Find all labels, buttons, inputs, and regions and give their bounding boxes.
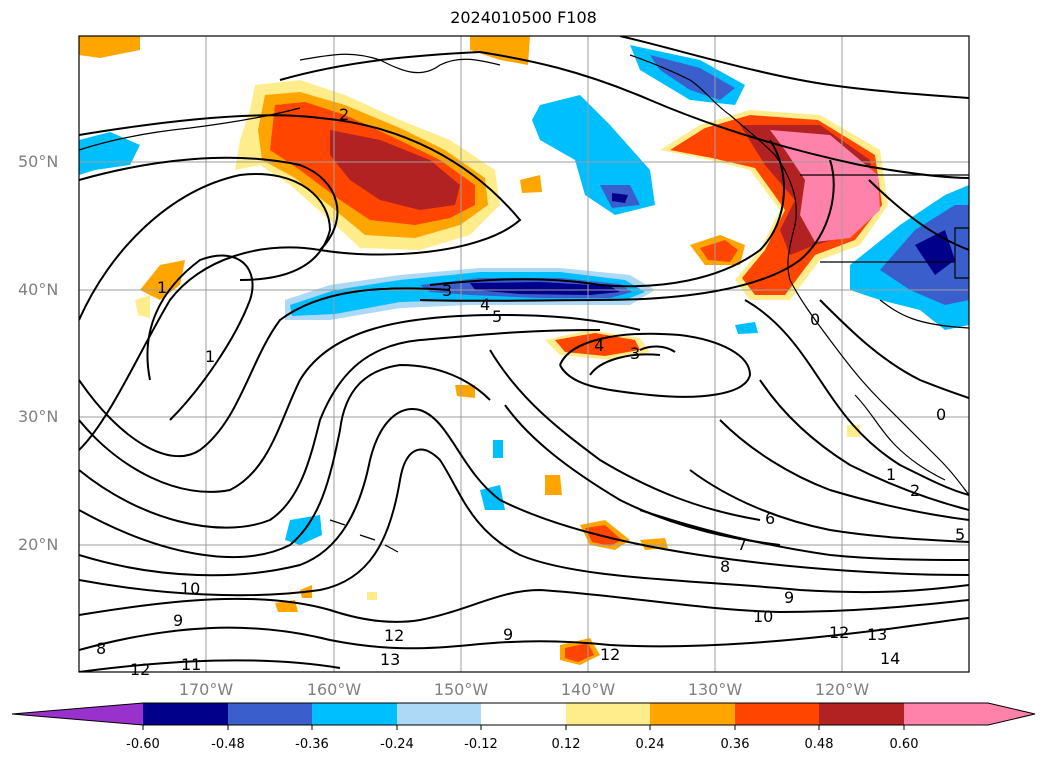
colorbar-segment xyxy=(228,703,312,725)
contour-label: 3 xyxy=(630,344,640,363)
contour-label: 9 xyxy=(784,588,794,607)
lat-label: 30°N xyxy=(18,407,59,426)
contour-label: 2 xyxy=(339,105,349,124)
contour-label: 1 xyxy=(886,465,896,484)
lon-label: 130°W xyxy=(687,680,743,699)
colorbar-tick-label: -0.12 xyxy=(464,737,498,752)
contour-label: 9 xyxy=(503,625,513,644)
colorbar-segment xyxy=(312,703,397,725)
contour-label: 12 xyxy=(384,626,404,645)
coastlines xyxy=(79,53,969,553)
contour-label: 0 xyxy=(810,310,820,329)
height-contours xyxy=(79,36,969,672)
contour-label: 5 xyxy=(955,525,965,544)
contour-label: 2 xyxy=(910,481,920,500)
contour-label: 4 xyxy=(480,295,490,314)
colorbar-segment xyxy=(650,703,735,725)
contour-label: 4 xyxy=(594,336,604,355)
lon-label: 150°W xyxy=(433,680,489,699)
colorbar-tick-label: -0.24 xyxy=(380,737,414,752)
contour-label: 8 xyxy=(720,557,730,576)
colorbar-segment xyxy=(143,703,228,725)
lat-label: 40°N xyxy=(18,280,59,299)
lon-label: 120°W xyxy=(814,680,870,699)
lon-label: 170°W xyxy=(178,680,234,699)
colorbar-tick-label: 0.36 xyxy=(720,737,750,752)
graticule xyxy=(79,36,969,672)
lon-label: 140°W xyxy=(560,680,616,699)
contour-label: 8 xyxy=(96,639,106,658)
contour-label: 13 xyxy=(380,650,400,669)
contour-label: 14 xyxy=(880,649,900,668)
colorbar-tick-label: 0.12 xyxy=(551,737,581,752)
colorbar xyxy=(11,702,1036,730)
colorbar-tick-label: 0.24 xyxy=(635,737,665,752)
colorbar-segment xyxy=(12,703,143,725)
contour-label: 11 xyxy=(181,655,201,674)
contour-label: 6 xyxy=(765,509,775,528)
colorbar-segment xyxy=(481,703,566,725)
colorbar-tick-label: -0.36 xyxy=(295,737,329,752)
plot-frame xyxy=(78,35,970,673)
colorbar-tick-label: -0.60 xyxy=(126,737,160,752)
contour-label: 12 xyxy=(829,623,849,642)
contour-label: 7 xyxy=(737,535,747,554)
contour-label: 10 xyxy=(753,607,773,626)
colorbar-tick-label: 0.48 xyxy=(804,737,834,752)
contour-label: 0 xyxy=(936,405,946,424)
contour-label: 12 xyxy=(600,645,620,664)
contour-label: 9 xyxy=(173,611,183,630)
colorbar-segment xyxy=(904,703,1035,725)
contour-label: 1 xyxy=(157,278,167,297)
contour-label: 1 xyxy=(205,347,215,366)
contour-label: 10 xyxy=(180,579,200,598)
contour-label-group: 2 3 4 5 4 3 1 1 0 1 2 6 7 8 9 10 10 9 12… xyxy=(96,105,965,679)
map-title: 2024010500 F108 xyxy=(450,8,597,27)
contour-label: 5 xyxy=(492,307,502,326)
lat-label: 20°N xyxy=(18,535,59,554)
colorbar-segment xyxy=(735,703,819,725)
lon-label: 160°W xyxy=(306,680,362,699)
colorbar-segment xyxy=(819,703,904,725)
lat-label: 50°N xyxy=(18,152,59,171)
colorbar-tick-label: -0.48 xyxy=(211,737,245,752)
contour-label: 3 xyxy=(442,281,452,300)
contour-label: 12 xyxy=(130,660,150,679)
contour-label: 13 xyxy=(867,625,887,644)
colorbar-tick-label: 0.60 xyxy=(889,737,919,752)
colorbar-segment xyxy=(397,703,481,725)
colorbar-segment xyxy=(566,703,650,725)
